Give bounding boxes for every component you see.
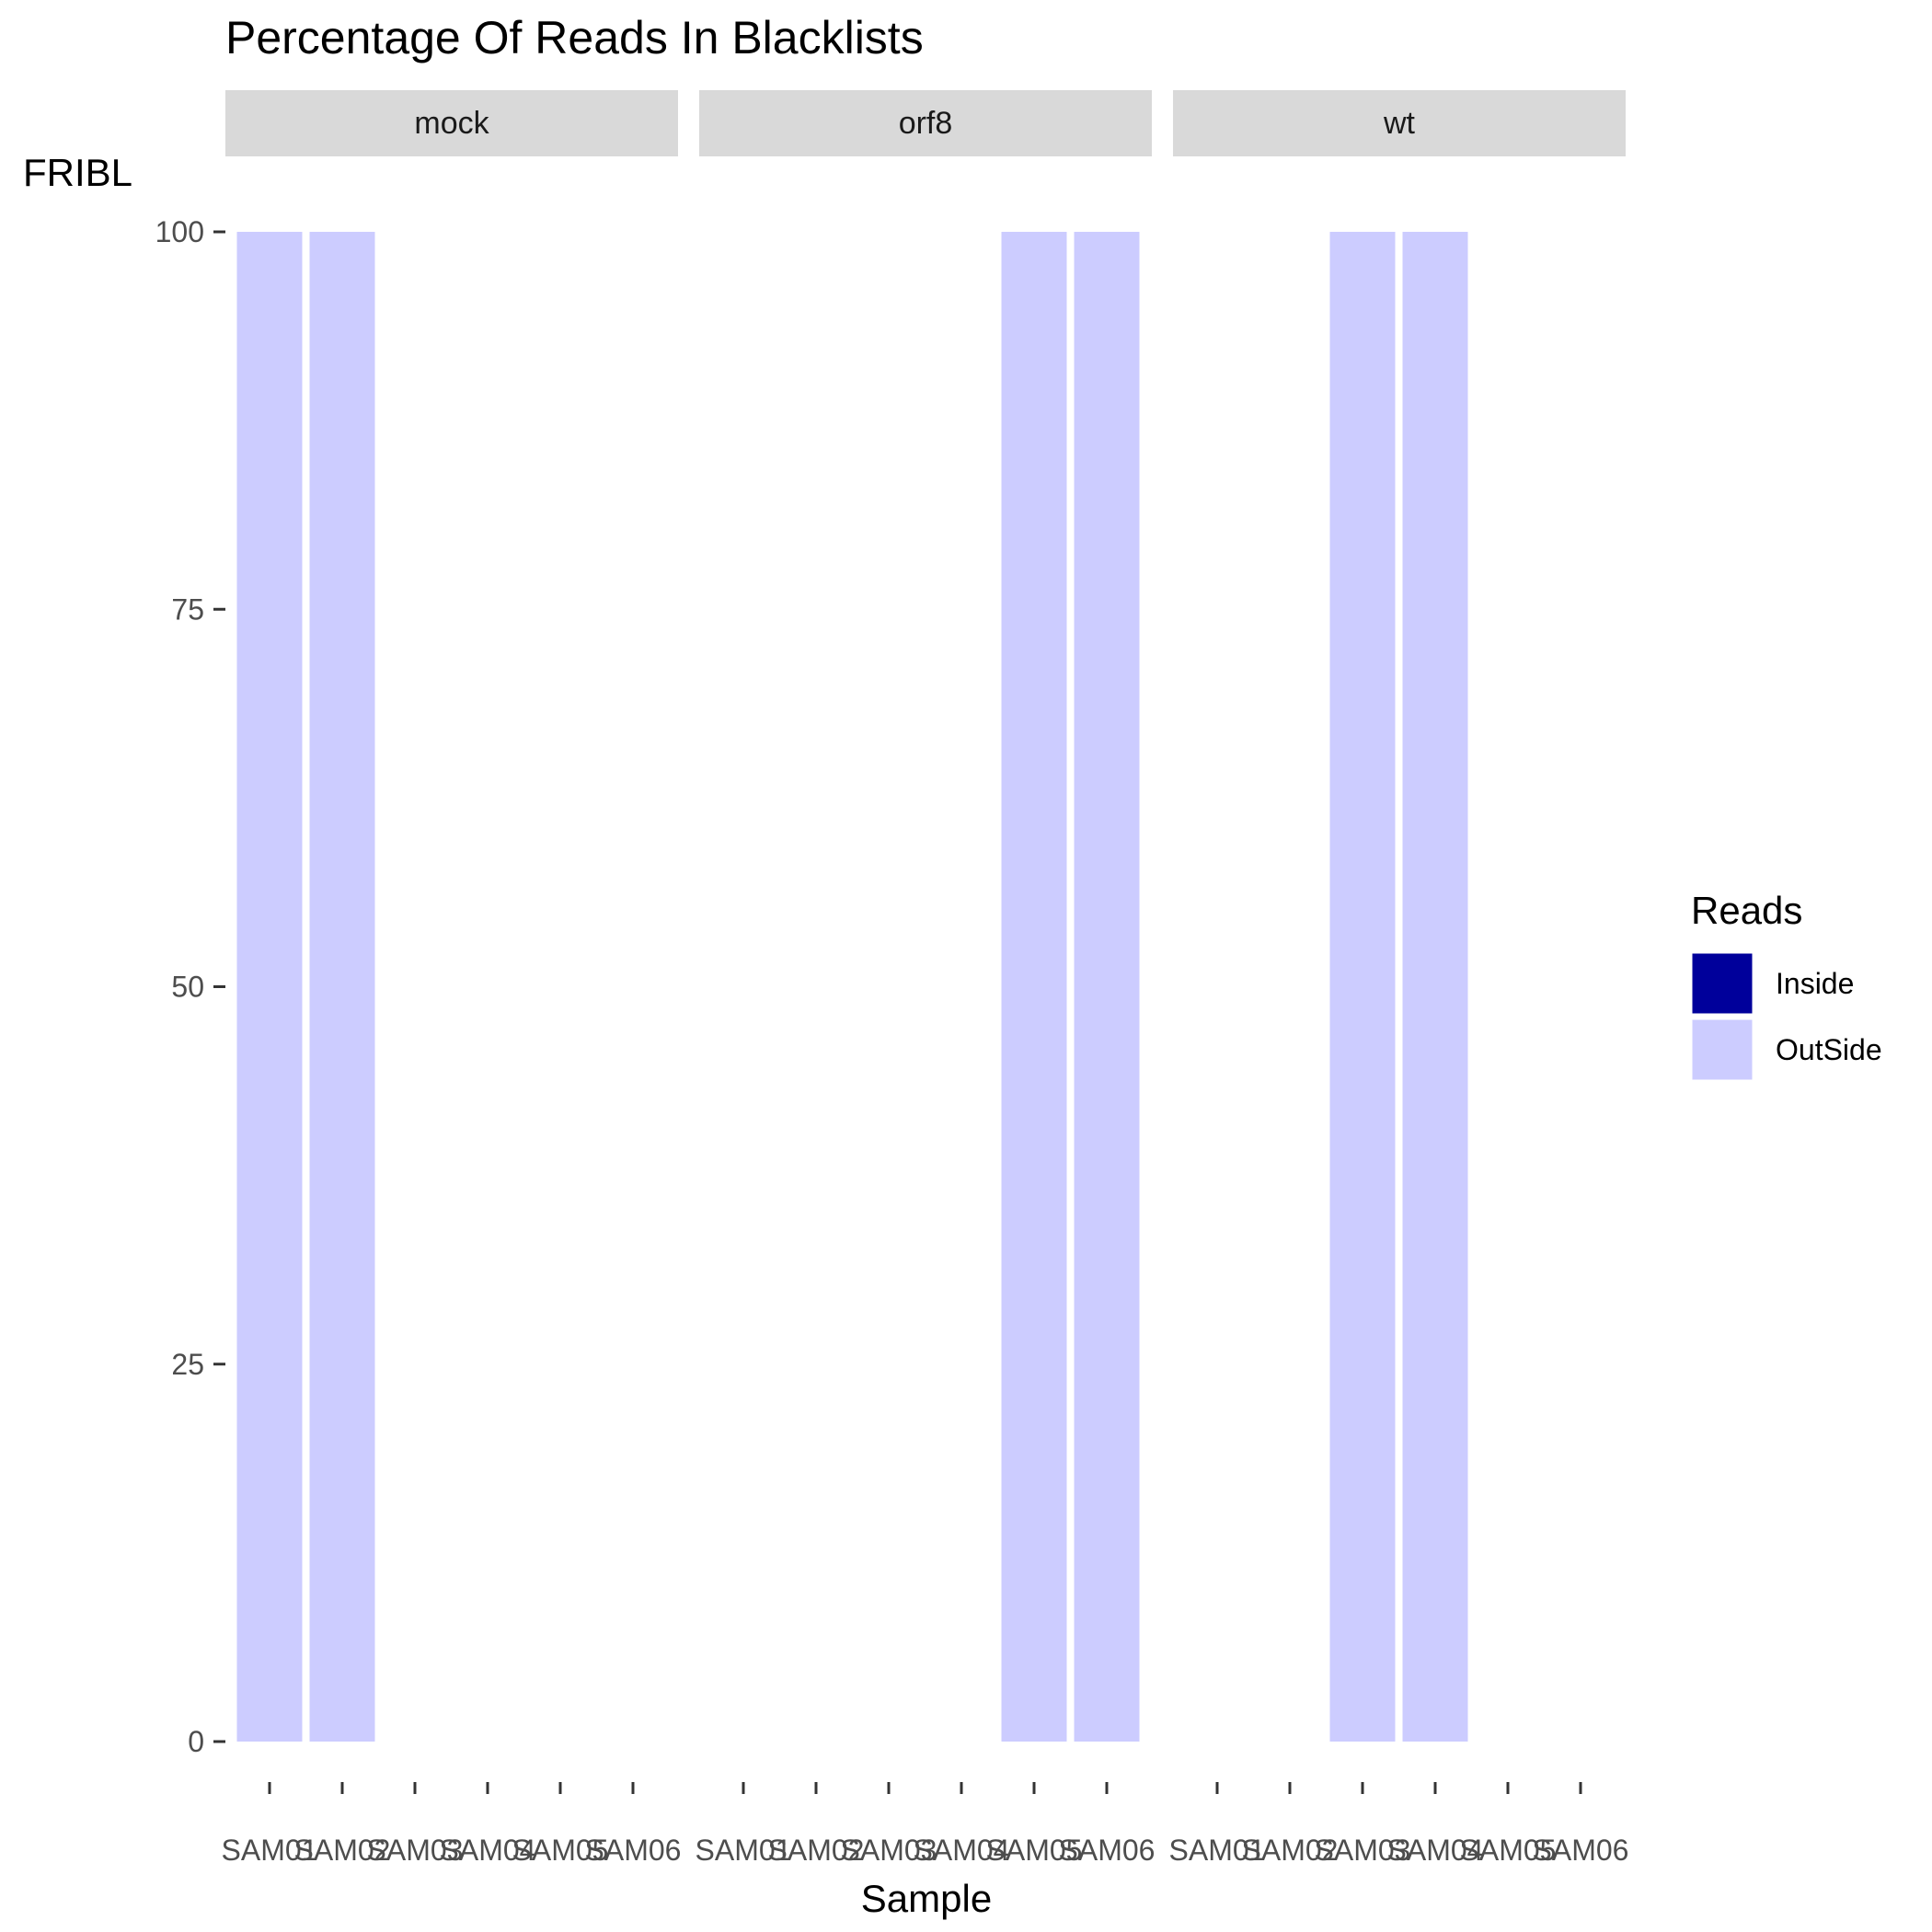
- bar-outside-sam04: [1402, 232, 1468, 1742]
- legend-title: Reads: [1691, 889, 1802, 932]
- y-axis: 0 25 50 75 100: [155, 215, 225, 1758]
- facet-strip: [225, 90, 678, 156]
- bar-outside-sam03: [1329, 232, 1396, 1742]
- x-tick-label: SAM05: [986, 1834, 1083, 1867]
- legend-label: OutSide: [1776, 1033, 1882, 1066]
- x-axis-title: Sample: [861, 1877, 992, 1920]
- facet-strip-label: orf8: [899, 106, 953, 141]
- x-tick-label: SAM03: [1315, 1834, 1411, 1867]
- y-axis-title: FRIBL: [23, 151, 132, 194]
- x-tick-label: SAM01: [222, 1834, 318, 1867]
- facet-strip-label: wt: [1383, 106, 1416, 141]
- y-tick-label: 25: [171, 1348, 204, 1381]
- facet-panels: mockSAM01SAM02SAM03SAM04SAM05SAM06orf8SA…: [222, 90, 1629, 1867]
- facet-strip: [699, 90, 1152, 156]
- x-tick-label: SAM02: [1242, 1834, 1339, 1867]
- x-tick-label: SAM04: [914, 1834, 1010, 1867]
- facet-strip: [1173, 90, 1626, 156]
- legend-key-outside: [1689, 1017, 1755, 1083]
- x-tick-label: SAM05: [1460, 1834, 1557, 1867]
- x-tick-label: SAM06: [1533, 1834, 1629, 1867]
- legend: Inside OutSide: [1689, 950, 1882, 1083]
- bar-outside-sam05: [1001, 232, 1067, 1742]
- x-tick-label: SAM01: [1169, 1834, 1266, 1867]
- legend-key-inside: [1689, 950, 1755, 1017]
- chart-title: Percentage Of Reads In Blacklists: [225, 12, 924, 63]
- legend-label: Inside: [1776, 967, 1854, 1000]
- y-tick-label: 0: [188, 1725, 204, 1758]
- x-tick-label: SAM05: [512, 1834, 609, 1867]
- y-tick-label: 75: [171, 592, 204, 626]
- x-tick-label: SAM04: [440, 1834, 536, 1867]
- x-tick-label: SAM06: [1059, 1834, 1156, 1867]
- x-tick-label: SAM06: [585, 1834, 682, 1867]
- x-tick-label: SAM04: [1387, 1834, 1484, 1867]
- bar-outside-sam02: [309, 232, 375, 1742]
- facet-strip-label: mock: [414, 106, 489, 141]
- x-tick-label: SAM03: [367, 1834, 464, 1867]
- y-tick-label: 100: [155, 215, 204, 248]
- y-tick-label: 50: [171, 971, 204, 1004]
- x-tick-label: SAM02: [294, 1834, 391, 1867]
- x-tick-label: SAM03: [841, 1834, 937, 1867]
- x-tick-label: SAM01: [696, 1834, 792, 1867]
- bar-outside-sam06: [1074, 232, 1140, 1742]
- bar-outside-sam01: [236, 232, 303, 1742]
- x-tick-label: SAM02: [768, 1834, 865, 1867]
